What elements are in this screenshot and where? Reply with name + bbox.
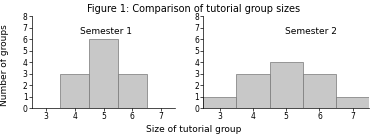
Bar <box>336 97 369 108</box>
Bar <box>270 62 303 108</box>
Bar <box>89 39 118 108</box>
Bar <box>118 74 147 108</box>
Text: Semester 2: Semester 2 <box>285 27 337 36</box>
Text: Number of groups: Number of groups <box>0 24 9 106</box>
Bar <box>236 74 270 108</box>
Text: Semester 1: Semester 1 <box>80 27 132 36</box>
Text: Figure 1: Comparison of tutorial group sizes: Figure 1: Comparison of tutorial group s… <box>87 4 301 14</box>
Bar <box>303 74 336 108</box>
Bar <box>203 97 236 108</box>
Text: Size of tutorial group: Size of tutorial group <box>146 125 242 134</box>
Bar <box>60 74 89 108</box>
